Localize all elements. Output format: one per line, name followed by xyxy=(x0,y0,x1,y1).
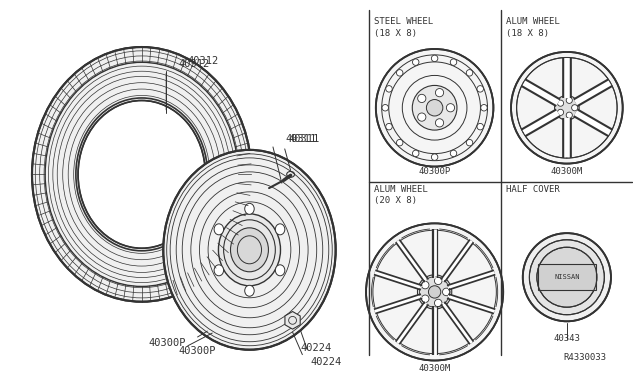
Ellipse shape xyxy=(418,94,426,103)
Text: STEEL WHEEL: STEEL WHEEL xyxy=(374,17,433,26)
Ellipse shape xyxy=(376,49,493,167)
Ellipse shape xyxy=(511,52,623,164)
Ellipse shape xyxy=(412,86,457,130)
Ellipse shape xyxy=(467,140,473,146)
Ellipse shape xyxy=(477,124,483,130)
Ellipse shape xyxy=(555,96,579,120)
Text: 40312: 40312 xyxy=(188,56,219,66)
Ellipse shape xyxy=(467,70,473,76)
Text: HALF COVER: HALF COVER xyxy=(506,185,560,193)
Ellipse shape xyxy=(426,100,443,116)
Text: 40343: 40343 xyxy=(554,334,580,343)
Ellipse shape xyxy=(275,224,285,235)
Ellipse shape xyxy=(244,203,254,214)
Ellipse shape xyxy=(557,100,564,106)
Ellipse shape xyxy=(417,275,452,309)
Text: 40224: 40224 xyxy=(310,357,342,368)
Ellipse shape xyxy=(431,154,438,160)
Ellipse shape xyxy=(566,97,572,103)
Text: (20 X 8): (20 X 8) xyxy=(374,196,417,205)
Ellipse shape xyxy=(435,299,442,307)
Text: (18 X 8): (18 X 8) xyxy=(374,29,417,38)
Ellipse shape xyxy=(32,47,252,302)
Ellipse shape xyxy=(418,113,426,121)
Ellipse shape xyxy=(396,70,403,76)
Ellipse shape xyxy=(451,150,457,157)
Ellipse shape xyxy=(428,286,441,298)
Ellipse shape xyxy=(557,109,564,115)
Ellipse shape xyxy=(214,265,223,276)
Ellipse shape xyxy=(230,228,268,272)
Ellipse shape xyxy=(421,281,429,289)
Ellipse shape xyxy=(163,150,335,350)
Text: 40300M: 40300M xyxy=(551,167,583,176)
Text: NISSAN: NISSAN xyxy=(554,274,580,280)
Ellipse shape xyxy=(244,285,254,296)
Ellipse shape xyxy=(382,105,388,111)
Ellipse shape xyxy=(366,223,503,360)
Text: ALUM WHEEL: ALUM WHEEL xyxy=(506,17,560,26)
Text: 40312: 40312 xyxy=(178,59,209,69)
Ellipse shape xyxy=(386,124,392,130)
Ellipse shape xyxy=(78,100,205,248)
Text: 40300P: 40300P xyxy=(178,346,216,356)
Ellipse shape xyxy=(421,295,429,302)
Text: R4330033: R4330033 xyxy=(563,353,606,362)
Ellipse shape xyxy=(413,150,419,157)
Text: 40300P: 40300P xyxy=(419,167,451,176)
Ellipse shape xyxy=(435,119,444,127)
Ellipse shape xyxy=(477,86,483,92)
Ellipse shape xyxy=(435,89,444,97)
Text: (18 X 8): (18 X 8) xyxy=(506,29,549,38)
Ellipse shape xyxy=(572,105,578,111)
Ellipse shape xyxy=(396,140,403,146)
Text: 40311: 40311 xyxy=(285,134,317,144)
Ellipse shape xyxy=(214,224,223,235)
Text: 40300M: 40300M xyxy=(419,364,451,372)
Ellipse shape xyxy=(386,86,392,92)
Ellipse shape xyxy=(566,112,572,118)
Ellipse shape xyxy=(537,247,597,307)
Ellipse shape xyxy=(529,240,604,315)
Text: ALUM WHEEL: ALUM WHEEL xyxy=(374,185,428,193)
Text: 40300P: 40300P xyxy=(148,338,186,348)
Ellipse shape xyxy=(431,55,438,62)
Ellipse shape xyxy=(413,59,419,65)
Ellipse shape xyxy=(218,214,280,286)
Text: 40224: 40224 xyxy=(300,343,332,353)
Ellipse shape xyxy=(451,59,457,65)
Ellipse shape xyxy=(523,233,611,321)
Ellipse shape xyxy=(442,288,450,296)
Text: 40311: 40311 xyxy=(289,134,320,144)
Ellipse shape xyxy=(446,104,454,112)
Ellipse shape xyxy=(435,277,442,285)
Ellipse shape xyxy=(275,265,285,276)
Ellipse shape xyxy=(481,105,487,111)
Bar xyxy=(538,264,595,291)
